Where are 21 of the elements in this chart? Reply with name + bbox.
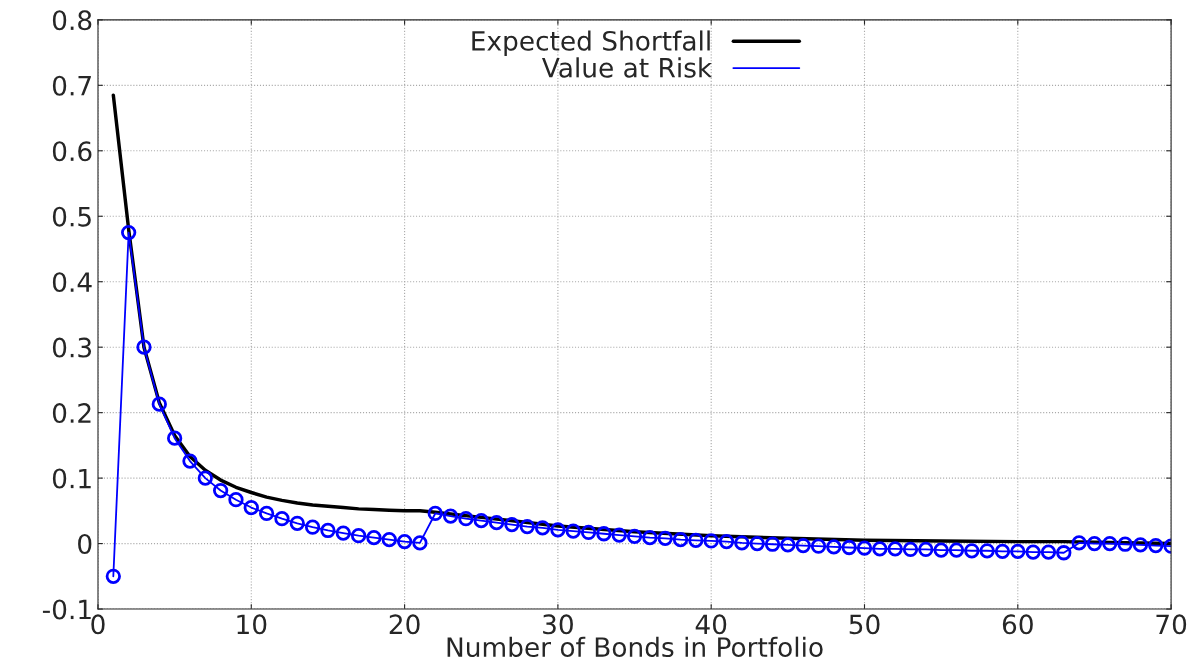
legend-label: Value at Risk (541, 57, 713, 78)
x-tick-label: 10 (237, 614, 267, 635)
x-tick-label: 20 (389, 614, 420, 635)
x-axis-title: Number of Bonds in Portfolio (447, 636, 823, 658)
y-tick-label: 0.6 (52, 141, 92, 162)
x-tick-label: 0 (91, 614, 105, 635)
x-tick-label: 50 (849, 614, 880, 635)
x-tick-label: 60 (1002, 614, 1033, 635)
y-tick-label: 0 (78, 534, 92, 554)
y-tick-label: 0.8 (52, 10, 92, 31)
y-tick-label: 0.2 (52, 403, 91, 424)
x-tick-label: 30 (543, 614, 573, 635)
x-tick-label: 40 (695, 614, 727, 635)
x-tick-label: 70 (1156, 614, 1187, 635)
y-tick-label: 0.5 (52, 206, 91, 227)
y-tick-label: 0.4 (52, 272, 92, 293)
y-tick-label: 0.3 (52, 337, 92, 358)
legend-label: Expected Shortfall (472, 30, 710, 56)
y-tick-label: -0.1 (42, 599, 91, 620)
y-tick-label: 0.7 (52, 75, 91, 96)
y-tick-label: 0.1 (52, 468, 91, 489)
